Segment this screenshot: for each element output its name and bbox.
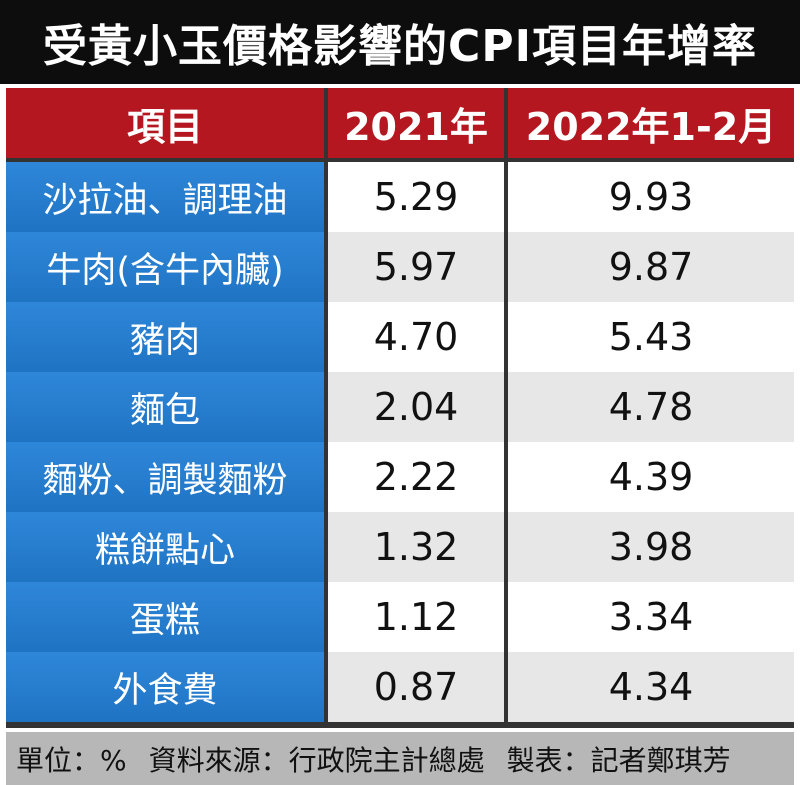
table-row: 糕餅點心 1.32 3.98 [6,512,794,582]
row-label: 沙拉油、調理油 [6,162,324,232]
value-2022: 9.93 [508,162,794,232]
table-row: 外食費 0.87 4.34 [6,652,794,722]
table-header-row: 項目 2021年 2022年1-2月 [6,88,794,158]
table-row: 牛肉(含牛內臟) 5.97 9.87 [6,232,794,302]
maker-label: 製表：記者鄭琪芳 [506,743,731,777]
value-2022: 3.34 [508,582,794,652]
row-label: 蛋糕 [6,582,324,652]
value-2022: 5.43 [508,302,794,372]
header-cell-2022: 2022年1-2月 [508,88,794,158]
row-label: 糕餅點心 [6,512,324,582]
value-2021: 5.97 [328,232,504,302]
value-2021: 1.12 [328,582,504,652]
value-2022: 3.98 [508,512,794,582]
value-2022: 9.87 [508,232,794,302]
table-row: 豬肉 4.70 5.43 [6,302,794,372]
value-2022: 4.39 [508,442,794,512]
value-2022: 4.34 [508,652,794,722]
table-row: 麵粉、調製麵粉 2.22 4.39 [6,442,794,512]
row-label: 豬肉 [6,302,324,372]
row-label: 麵包 [6,372,324,442]
row-label: 牛肉(含牛內臟) [6,232,324,302]
value-2022: 4.78 [508,372,794,442]
header-cell-item: 項目 [6,88,324,158]
table-row: 蛋糕 1.12 3.34 [6,582,794,652]
unit-label: 單位：% [16,743,127,777]
footer-note: 單位：% 資料來源：行政院主計總處 製表：記者鄭琪芳 [6,732,794,785]
value-2021: 5.29 [328,162,504,232]
page-title: 受黃小玉價格影響的CPI項目年增率 [0,0,800,84]
value-2021: 2.22 [328,442,504,512]
source-label: 資料來源：行政院主計總處 [148,743,485,777]
table-row: 麵包 2.04 4.78 [6,372,794,442]
value-2021: 0.87 [328,652,504,722]
data-table: 項目 2021年 2022年1-2月 沙拉油、調理油 5.29 9.93 牛肉(… [6,88,794,728]
row-label: 麵粉、調製麵粉 [6,442,324,512]
row-label: 外食費 [6,652,324,722]
value-2021: 4.70 [328,302,504,372]
value-2021: 2.04 [328,372,504,442]
value-2021: 1.32 [328,512,504,582]
header-cell-2021: 2021年 [328,88,504,158]
table-row: 沙拉油、調理油 5.29 9.93 [6,162,794,232]
